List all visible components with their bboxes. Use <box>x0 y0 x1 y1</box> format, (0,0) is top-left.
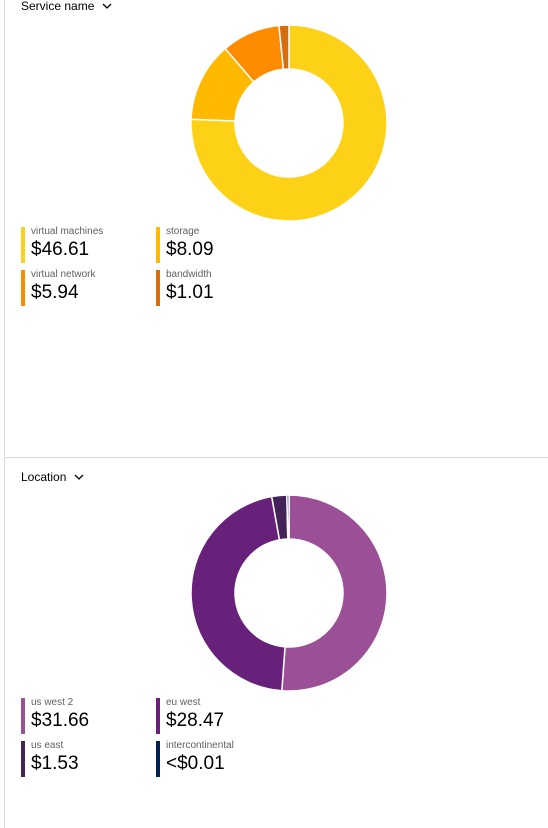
legend-label: bandwidth <box>166 269 212 280</box>
service-name-selector[interactable]: Service name <box>21 0 112 13</box>
service-name-selector-label: Service name <box>21 0 95 13</box>
location-selector-label: Location <box>21 470 67 484</box>
legend-swatch <box>21 698 25 734</box>
legend-swatch <box>21 270 25 306</box>
legend-label: intercontinental <box>166 740 234 751</box>
location-donut-chart <box>191 495 387 691</box>
legend-label: eu west <box>166 697 201 708</box>
legend-value: $28.47 <box>166 710 225 731</box>
legend-value: $1.53 <box>31 753 79 774</box>
legend-item-virtual-network[interactable]: virtual network $5.94 <box>21 269 151 307</box>
legend-item-storage[interactable]: storage $8.09 <box>156 226 286 264</box>
slice-intercontinental[interactable] <box>286 495 290 540</box>
service-name-legend: virtual machines $46.61 storage $8.09 virtua… <box>21 226 321 326</box>
legend-item-intercontinental[interactable]: intercontinental <$0.01 <box>156 740 286 778</box>
location-legend: us west 2 $31.66 eu west $28.47 us east $1.53… <box>21 697 321 797</box>
legend-label: storage <box>166 226 200 237</box>
legend-value: $1.01 <box>166 282 214 303</box>
chevron-down-icon <box>74 474 84 480</box>
slice-eu-west[interactable] <box>191 495 286 691</box>
legend-value: $31.66 <box>31 710 90 731</box>
location-panel: Location us west 2 $31.66 eu west $28.47 us … <box>4 457 548 828</box>
legend-item-virtual-machines[interactable]: virtual machines $46.61 <box>21 226 151 264</box>
chevron-down-icon <box>102 3 112 9</box>
legend-item-eu-west[interactable]: eu west $28.47 <box>156 697 286 735</box>
legend-value: <$0.01 <box>166 753 225 774</box>
legend-value: $46.61 <box>31 239 90 260</box>
legend-label: virtual machines <box>31 226 104 237</box>
legend-value: $5.94 <box>31 282 79 303</box>
location-selector[interactable]: Location <box>21 470 84 484</box>
legend-label: us east <box>31 740 64 751</box>
slice-us-west-2[interactable] <box>281 495 387 691</box>
legend-swatch <box>156 741 160 777</box>
legend-swatch <box>156 270 160 306</box>
legend-swatch <box>156 227 160 263</box>
legend-label: us west 2 <box>31 697 74 708</box>
legend-item-us-east[interactable]: us east $1.53 <box>21 740 151 778</box>
legend-item-us-west-2[interactable]: us west 2 $31.66 <box>21 697 151 735</box>
legend-label: virtual network <box>31 269 96 280</box>
slice-bandwidth[interactable] <box>278 25 290 71</box>
legend-swatch <box>156 698 160 734</box>
legend-swatch <box>21 741 25 777</box>
slice-virtual-machines[interactable] <box>191 25 387 221</box>
legend-value: $8.09 <box>166 239 214 260</box>
service-name-donut-chart <box>191 25 387 221</box>
service-name-panel: Service name virtual machines $46.61 stora… <box>4 0 548 456</box>
legend-item-bandwidth[interactable]: bandwidth $1.01 <box>156 269 286 307</box>
legend-swatch <box>21 227 25 263</box>
